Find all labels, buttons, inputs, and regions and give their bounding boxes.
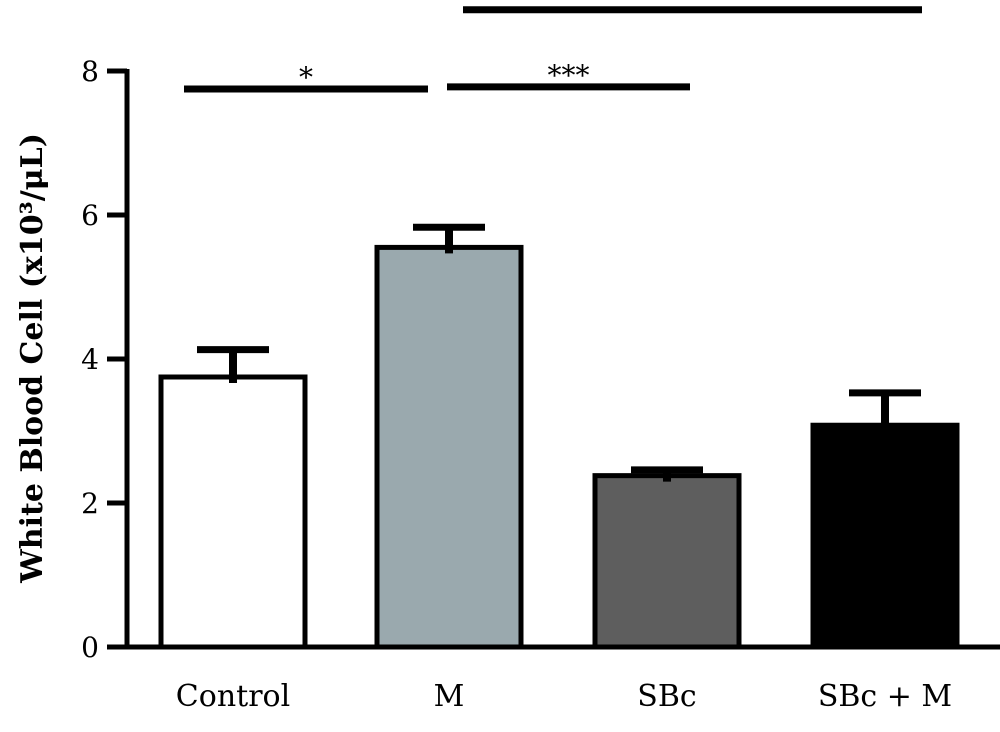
bar-sbc [592, 473, 742, 650]
significance-label: * [299, 61, 313, 94]
significance-brackets: ****** [184, 0, 922, 94]
y-tick-label: 0 [81, 631, 99, 664]
x-labels: Control M SBc SBc + M [176, 679, 952, 714]
category-label: SBc [637, 679, 696, 714]
y-tick-label: 6 [81, 199, 99, 232]
category-label: SBc + M [818, 679, 952, 714]
y-tick-label: 8 [81, 55, 99, 88]
y-tick-label: 4 [81, 343, 99, 376]
category-label: Control [176, 679, 290, 714]
significance-label: ** [679, 0, 707, 15]
bars [158, 244, 960, 650]
y-tick-label: 2 [81, 487, 99, 520]
bar-sbc-m [810, 422, 960, 650]
y-ticks: 0 2 4 6 8 [81, 55, 127, 664]
bar-m [374, 244, 524, 650]
category-label: M [434, 679, 465, 714]
significance-label: *** [548, 59, 590, 92]
error-bars [197, 223, 921, 482]
y-axis-title: White Blood Cell (x10³/μL) [15, 133, 50, 584]
bar-control [158, 374, 308, 650]
